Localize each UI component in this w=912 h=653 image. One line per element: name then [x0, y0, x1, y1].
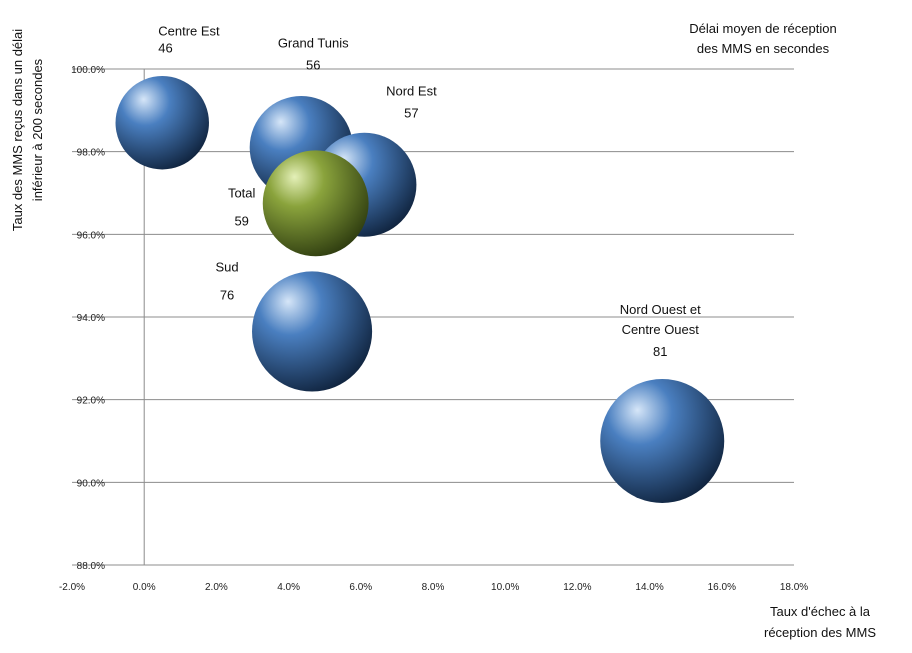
legend-note-line-2: des MMS en secondes	[697, 41, 830, 56]
bubble-label: Total	[228, 185, 256, 200]
x-tick-label: 6.0%	[349, 582, 372, 593]
x-tick-label: 4.0%	[277, 582, 300, 593]
x-axis-label-line-1: Taux d'échec à la	[770, 604, 871, 619]
bubble-label: Centre Est	[158, 24, 220, 39]
bubble-value-label: 57	[404, 106, 418, 121]
x-axis-label-line-2: réception des MMS	[764, 625, 876, 640]
bubble-value-label: 56	[306, 58, 320, 73]
bubble-centre-est	[115, 76, 209, 170]
bubble-value-label: 46	[158, 41, 172, 56]
bubble-sud	[252, 271, 373, 392]
x-tick-labels: -2.0% 0.0% 2.0% 4.0% 6.0% 8.0% 10.0% 12.0% 14.0%…	[59, 582, 808, 593]
x-tick-label: 16.0%	[708, 582, 736, 593]
x-tick-label: 2.0%	[205, 582, 228, 593]
bubble-value-label: 76	[220, 287, 234, 302]
bubble-value-label: 59	[234, 213, 248, 228]
bubble-nord-ouest-et-centre-ouest	[600, 379, 725, 503]
x-tick-label: 12.0%	[563, 582, 591, 593]
bubble-label: Grand Tunis	[278, 36, 349, 51]
y-tick-label: 98.0%	[77, 148, 105, 159]
y-tick-label: 96.0%	[77, 230, 105, 241]
legend-note-line-1: Délai moyen de réception	[689, 21, 836, 36]
y-tick-label: 100.0%	[71, 65, 105, 76]
y-tick-labels: 88.0% 90.0% 92.0% 94.0% 96.0% 98.0% 100.0%	[71, 65, 105, 572]
y-tick-label: 90.0%	[77, 478, 105, 489]
y-tick-label: 88.0%	[77, 561, 105, 572]
bubble-value-label: 81	[653, 344, 667, 359]
x-tick-label: 14.0%	[635, 582, 663, 593]
y-axis-label-line-2: inférieur à 200 secondes	[30, 58, 45, 201]
bubble-labels: Centre Est 46 Grand Tunis 56 Nord Est 57 Total…	[158, 24, 701, 359]
bubble-label: Nord Est	[386, 84, 437, 99]
y-axis-label-line-1: Taux des MMS reçus dans un délai	[10, 29, 25, 231]
bubble-label: Sud	[215, 259, 238, 274]
bubble-label: Nord Ouest et	[620, 302, 701, 317]
x-tick-label: 0.0%	[133, 582, 156, 593]
y-tick-label: 94.0%	[77, 313, 105, 324]
x-tick-label: 8.0%	[422, 582, 445, 593]
bubble-total	[262, 150, 369, 257]
x-tick-label: -2.0%	[59, 582, 85, 593]
bubble-label: Centre Ouest	[622, 322, 700, 337]
y-tick-label: 92.0%	[77, 396, 105, 407]
x-tick-label: 18.0%	[780, 582, 808, 593]
bubbles	[115, 76, 725, 503]
x-tick-label: 10.0%	[491, 582, 519, 593]
